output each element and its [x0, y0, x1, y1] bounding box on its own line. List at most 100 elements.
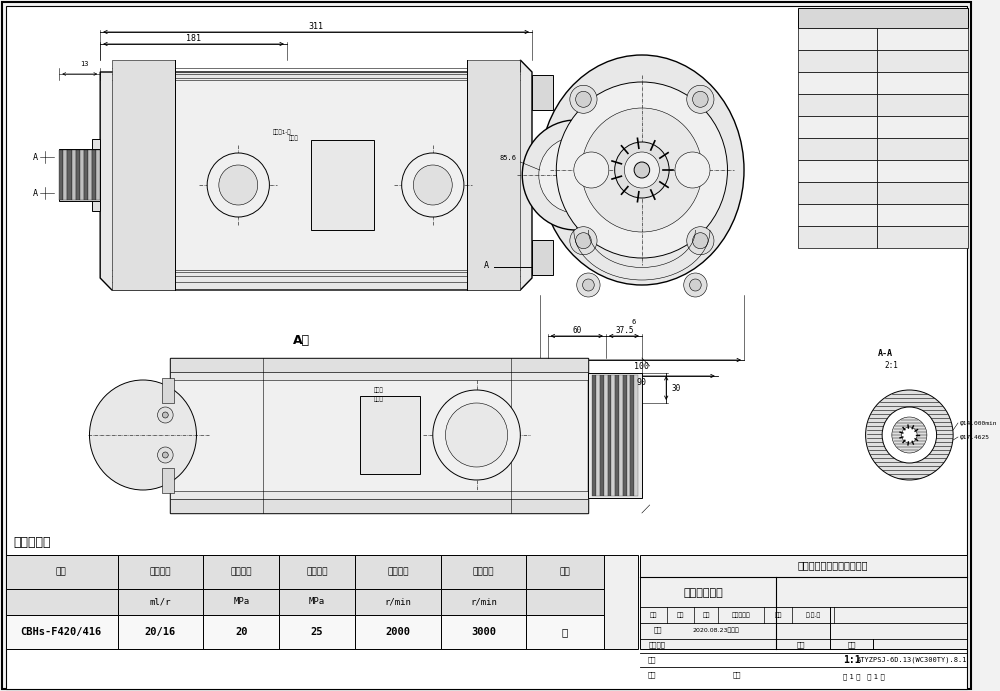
Text: 上油口1-孔: 上油口1-孔 [273, 129, 291, 135]
Circle shape [445, 403, 508, 467]
Text: 漏油口: 漏油口 [373, 387, 383, 392]
Text: 型号: 型号 [56, 567, 67, 576]
Bar [532, 240, 553, 275]
Circle shape [693, 233, 708, 249]
Bar [532, 75, 553, 110]
Text: 工艺: 工艺 [647, 672, 656, 679]
Bar [311, 140, 374, 230]
Circle shape [687, 227, 714, 255]
Bar [129, 78, 503, 272]
Bar [59, 150, 63, 200]
Bar [798, 94, 877, 116]
Text: φ17.4625: φ17.4625 [960, 435, 990, 439]
Text: 6: 6 [632, 319, 636, 325]
Bar [162, 378, 174, 403]
Text: 旋向: 旋向 [560, 567, 570, 576]
Text: 额定排量: 额定排量 [150, 567, 171, 576]
Circle shape [570, 227, 597, 255]
Text: ATYZPSJ-6D.13(WC300TY).8.1: ATYZPSJ-6D.13(WC300TY).8.1 [857, 656, 968, 663]
Bar [84, 150, 88, 200]
Text: 处数: 处数 [677, 612, 685, 618]
Circle shape [582, 108, 702, 232]
Bar [170, 372, 588, 380]
Text: 更改文件号: 更改文件号 [732, 612, 750, 618]
Text: 设计: 设计 [653, 627, 662, 634]
Circle shape [207, 153, 269, 217]
Bar [112, 60, 175, 290]
Text: 重量: 重量 [796, 642, 805, 648]
Text: 吸油口: 吸油口 [373, 396, 383, 401]
Text: ml/r: ml/r [150, 598, 171, 607]
Bar [170, 358, 588, 372]
Bar [588, 373, 642, 498]
Circle shape [684, 273, 707, 297]
Bar [877, 138, 968, 160]
Bar [634, 375, 638, 496]
Bar [877, 72, 968, 94]
Circle shape [89, 380, 196, 490]
Bar [611, 375, 615, 496]
Text: 1:1: 1:1 [843, 655, 861, 665]
Bar [798, 72, 877, 94]
Text: 花键规格: 花键规格 [827, 35, 847, 44]
Text: 标准标记: 标准标记 [649, 642, 666, 648]
Bar [170, 499, 588, 513]
Bar [355, 615, 441, 649]
Text: 2020.08.23标准化: 2020.08.23标准化 [692, 627, 739, 633]
Text: A-A: A-A [878, 348, 893, 357]
Bar [798, 138, 877, 160]
Text: 外连接尻尹图: 外连接尻尹图 [683, 588, 723, 598]
Bar [92, 139, 100, 211]
Bar [615, 375, 619, 496]
Text: 审核: 审核 [647, 656, 656, 663]
Bar [67, 150, 72, 200]
Circle shape [687, 85, 714, 113]
Bar [72, 150, 76, 200]
Bar [96, 150, 100, 200]
Bar [604, 375, 608, 496]
Text: 压力角: 压力角 [830, 144, 845, 153]
Circle shape [576, 91, 591, 107]
Bar [63, 150, 67, 200]
Text: MPa: MPa [309, 598, 325, 607]
Text: 右: 右 [562, 627, 568, 637]
Bar [88, 150, 92, 200]
Circle shape [162, 452, 168, 458]
Bar [279, 615, 355, 649]
Bar [59, 149, 100, 201]
Circle shape [690, 279, 701, 291]
Circle shape [162, 412, 168, 418]
Text: r/min: r/min [470, 598, 497, 607]
Bar [76, 150, 80, 200]
Text: 渐开线花键参数表: 渐开线花键参数表 [861, 14, 904, 23]
Circle shape [556, 82, 727, 258]
Bar [526, 589, 604, 615]
Text: 30°: 30° [915, 144, 930, 153]
Text: 25: 25 [311, 627, 323, 637]
Circle shape [634, 162, 650, 178]
Bar [877, 116, 968, 138]
Circle shape [158, 407, 173, 423]
Bar [526, 615, 604, 649]
Bar [170, 358, 588, 513]
Circle shape [675, 152, 710, 188]
Bar [596, 375, 600, 496]
Circle shape [570, 85, 597, 113]
Bar [623, 375, 627, 496]
Text: 181: 181 [186, 33, 201, 43]
Bar [360, 396, 420, 474]
Text: 配合类型: 配合类型 [827, 79, 847, 88]
Text: φ3.048: φ3.048 [907, 232, 937, 241]
Text: 额定压力: 额定压力 [230, 567, 252, 576]
Text: 常州华盛液压科技有限公司: 常州华盛液压科技有限公司 [797, 560, 868, 570]
Bar [118, 615, 203, 649]
Text: 批准: 批准 [733, 672, 741, 679]
Bar [798, 204, 877, 226]
Bar [798, 116, 877, 138]
Text: 共 1 张   第 1 张: 共 1 张 第 1 张 [843, 674, 885, 681]
Bar [203, 589, 279, 615]
Text: 径节: 径节 [832, 100, 842, 109]
Circle shape [866, 390, 953, 480]
Bar [877, 50, 968, 72]
Text: 30: 30 [671, 384, 681, 392]
